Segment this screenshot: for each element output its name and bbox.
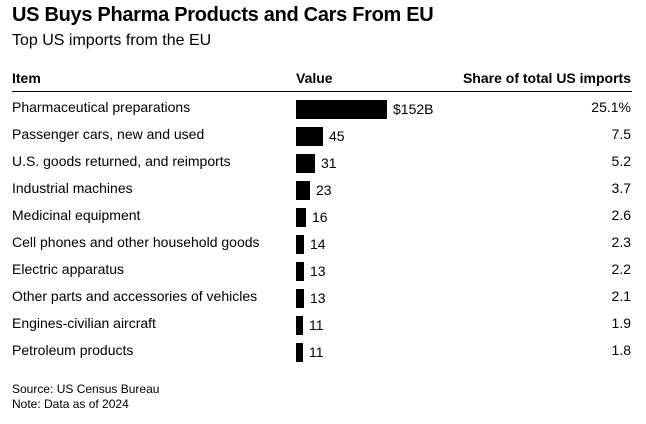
item-label: Petroleum products — [12, 342, 134, 358]
value-bar — [296, 343, 303, 362]
table-row: Other parts and accessories of vehicles 1… — [0, 284, 646, 311]
value-label: 11 — [309, 317, 324, 333]
value-bar — [296, 127, 323, 146]
value-label: 31 — [321, 155, 337, 171]
value-bar — [296, 289, 304, 308]
share-value: 2.1 — [611, 288, 631, 304]
share-value: 1.8 — [611, 342, 631, 358]
value-bar — [296, 262, 304, 281]
value-bar — [296, 181, 310, 200]
item-label: Industrial machines — [12, 180, 133, 196]
table-row: Passenger cars, new and used 45 7.5 — [0, 122, 646, 149]
share-value: 2.3 — [611, 234, 631, 250]
value-bar — [296, 100, 387, 119]
table-row: Industrial machines 23 3.7 — [0, 176, 646, 203]
item-label: Engines-civilian aircraft — [12, 315, 156, 331]
value-label: 16 — [312, 209, 328, 225]
column-header-share: Share of total US imports — [462, 70, 631, 86]
item-label: Pharmaceutical preparations — [12, 99, 191, 115]
value-bar — [296, 154, 315, 173]
item-label: Other parts and accessories of vehicles — [12, 288, 258, 304]
share-value: 3.7 — [611, 180, 631, 196]
value-bar — [296, 208, 306, 227]
share-value: 5.2 — [611, 153, 631, 169]
table-row: Medicinal equipment 16 2.6 — [0, 203, 646, 230]
value-bar — [296, 235, 304, 254]
share-value: 25.1% — [591, 99, 631, 115]
table-row: Electric apparatus 13 2.2 — [0, 257, 646, 284]
value-label: 23 — [316, 182, 332, 198]
item-label: Cell phones and other household goods — [12, 234, 260, 250]
table-row: Petroleum products 11 1.8 — [0, 338, 646, 365]
item-label: Medicinal equipment — [12, 207, 141, 223]
share-value: 1.9 — [611, 315, 631, 331]
column-header-value: Value — [296, 70, 333, 86]
source-note: Source: US Census Bureau — [12, 382, 160, 396]
item-label: Electric apparatus — [12, 261, 125, 277]
value-bar — [296, 316, 303, 335]
value-label: 14 — [310, 236, 326, 252]
header-rule — [12, 91, 632, 92]
chart-subtitle: Top US imports from the EU — [12, 32, 212, 49]
share-value: 2.2 — [611, 261, 631, 277]
value-label: 45 — [329, 128, 345, 144]
chart-title: US Buys Pharma Products and Cars From EU — [12, 4, 434, 26]
value-label: 13 — [310, 263, 326, 279]
share-value: 7.5 — [611, 126, 631, 142]
table-row: Pharmaceutical preparations $152B 25.1% — [0, 95, 646, 122]
table-row: Cell phones and other household goods 14 2… — [0, 230, 646, 257]
data-note: Note: Data as of 2024 — [12, 397, 129, 411]
table-row: U.S. goods returned, and reimports 31 5.2 — [0, 149, 646, 176]
share-value: 2.6 — [611, 207, 631, 223]
table-row: Engines-civilian aircraft 11 1.9 — [0, 311, 646, 338]
value-label: $152B — [393, 101, 434, 117]
value-label: 11 — [309, 344, 324, 360]
value-label: 13 — [310, 290, 326, 306]
item-label: U.S. goods returned, and reimports — [12, 153, 231, 169]
item-label: Passenger cars, new and used — [12, 126, 205, 142]
column-header-item: Item — [12, 70, 41, 86]
